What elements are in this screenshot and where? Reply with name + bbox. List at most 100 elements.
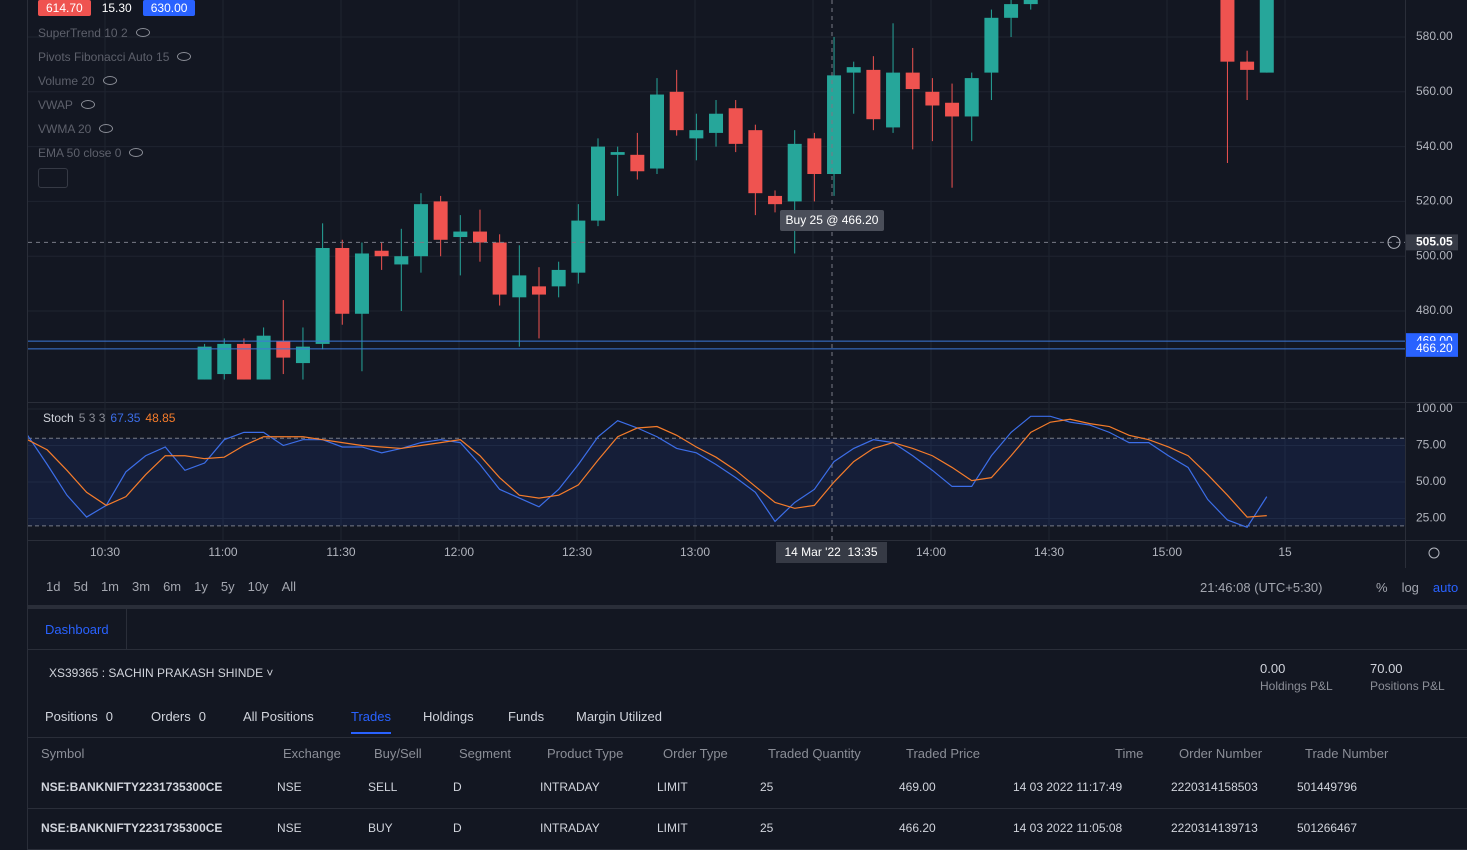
indicator-name: SuperTrend 10 2: [38, 26, 128, 40]
candle-body: [669, 91, 684, 131]
candle-body: [709, 113, 724, 133]
panel-tab[interactable]: All Positions: [243, 709, 314, 724]
candle-body: [276, 341, 291, 358]
range-button[interactable]: All: [281, 579, 297, 594]
stoch-band: [28, 438, 1405, 526]
holdings-pl-label: Holdings P&L: [1260, 679, 1333, 693]
y-tick-label: 540.00: [1416, 139, 1453, 153]
positions-pl: 70.00: [1370, 661, 1403, 676]
y-tick-label: 25.00: [1416, 511, 1446, 525]
column-header[interactable]: Trade Number: [1305, 746, 1389, 761]
panel-tab[interactable]: Trades: [351, 709, 391, 734]
column-header[interactable]: Time: [1115, 746, 1144, 761]
candle-body: [197, 346, 212, 380]
x-tick-label: 15: [1278, 545, 1292, 559]
eye-icon: [177, 52, 192, 61]
separator: [28, 737, 1467, 738]
candle-body: [217, 343, 232, 375]
indicator[interactable]: SuperTrend 10 2: [38, 26, 150, 40]
range-button[interactable]: 1y: [194, 579, 208, 594]
candle-body: [1259, 0, 1274, 73]
y-tick-label: 75.00: [1416, 438, 1446, 452]
indicator[interactable]: VWAP: [38, 98, 95, 112]
panel-tab[interactable]: Orders 0: [151, 709, 206, 724]
indicator-name: VWAP: [38, 98, 73, 112]
row-separator: [28, 808, 1467, 809]
column-header[interactable]: Product Type: [547, 746, 624, 761]
y-tick-label: 50.00: [1416, 474, 1446, 488]
tab-label: Trades: [351, 709, 391, 724]
candle-body: [984, 17, 999, 73]
range-button[interactable]: 1d: [46, 579, 61, 594]
tooltip: Buy 25 @ 466.20: [786, 213, 879, 227]
column-header[interactable]: Symbol: [41, 746, 85, 761]
eye-icon: [99, 124, 114, 133]
price-badge: 630.00: [142, 0, 196, 16]
range-button[interactable]: 5d: [73, 579, 88, 594]
candle-body: [295, 346, 310, 364]
range-button[interactable]: 3m: [132, 579, 151, 594]
crosshair-label-bg: [1406, 234, 1458, 251]
scale-option[interactable]: auto: [1432, 580, 1459, 595]
tab-label: All Positions: [243, 709, 314, 724]
tab-box: [28, 609, 127, 649]
candle-body: [492, 242, 507, 295]
level-label-bg: [1406, 340, 1458, 357]
scale-option[interactable]: %: [1376, 580, 1388, 595]
tab-count: 0: [105, 709, 113, 724]
table-cell: 14 03 2022 11:05:08: [1013, 821, 1123, 835]
indicator[interactable]: EMA 50 close 0: [38, 146, 144, 160]
add-alert-icon[interactable]: [1387, 235, 1401, 249]
candle-body: [925, 91, 940, 106]
indicator-name: EMA 50 close 0: [38, 146, 122, 160]
candle-body: [512, 275, 527, 298]
account[interactable]: XS39365 : SACHIN PRAKASH SHINDE ˅: [49, 666, 274, 680]
column-header[interactable]: Order Type: [663, 746, 728, 761]
candle-body: [768, 195, 783, 205]
candle-body: [905, 72, 920, 90]
legend-item: 5 3 3: [79, 411, 106, 425]
indicator[interactable]: VWMA 20: [38, 122, 114, 136]
candle-body: [1220, 0, 1235, 62]
candle-body: [1023, 0, 1038, 5]
panel-tab[interactable]: Funds: [508, 709, 544, 724]
candle-body: [256, 335, 271, 380]
column-header[interactable]: Buy/Sell: [374, 746, 422, 761]
indicator[interactable]: Volume 20: [38, 74, 117, 88]
panel-tab[interactable]: Holdings: [423, 709, 474, 724]
column-header[interactable]: Traded Price: [906, 746, 980, 761]
settings-icon[interactable]: [1428, 547, 1440, 559]
column-header[interactable]: Order Number: [1179, 746, 1263, 761]
column-header[interactable]: Traded Quantity: [768, 746, 861, 761]
table-cell: D: [453, 780, 462, 794]
indicator[interactable]: Pivots Fibonacci Auto 15: [38, 50, 192, 64]
table-cell: INTRADAY: [540, 780, 600, 794]
holdings-pl: 0.00: [1260, 661, 1286, 676]
scale-option[interactable]: log: [1401, 580, 1419, 595]
y-tick-label: 100.00: [1416, 401, 1453, 415]
panel-divider: [28, 605, 1467, 609]
range-button[interactable]: 5y: [220, 579, 235, 594]
table-cell: LIMIT: [657, 780, 688, 794]
range-button[interactable]: 1m: [100, 579, 119, 594]
table-cell: 25: [760, 780, 774, 794]
panel-tab[interactable]: Positions 0: [45, 709, 113, 724]
candle-body: [453, 231, 468, 238]
stoch-legend: Stoch 5 3 3 67.35 48.85: [43, 411, 176, 425]
price-badges: 614.70 15.30 630.00: [38, 0, 198, 16]
table-cell: LIMIT: [657, 821, 688, 835]
column-header[interactable]: Exchange: [283, 746, 341, 761]
candle-body: [591, 146, 605, 221]
collapse-button[interactable]: [38, 168, 68, 188]
range-button[interactable]: 6m: [163, 579, 182, 594]
x-tick-label: 11:30: [326, 545, 355, 559]
tab-label: Positions: [45, 709, 98, 724]
x-tick-label: 14:00: [916, 545, 946, 559]
candle-body: [886, 72, 901, 128]
panel-tab[interactable]: Margin Utilized: [576, 709, 662, 724]
price-badge: 614.70: [38, 0, 91, 16]
range-button[interactable]: 10y: [247, 579, 269, 594]
dashboard-tab[interactable]: Dashboard: [45, 622, 109, 637]
column-header[interactable]: Segment: [459, 746, 512, 761]
candle-body: [827, 75, 842, 175]
